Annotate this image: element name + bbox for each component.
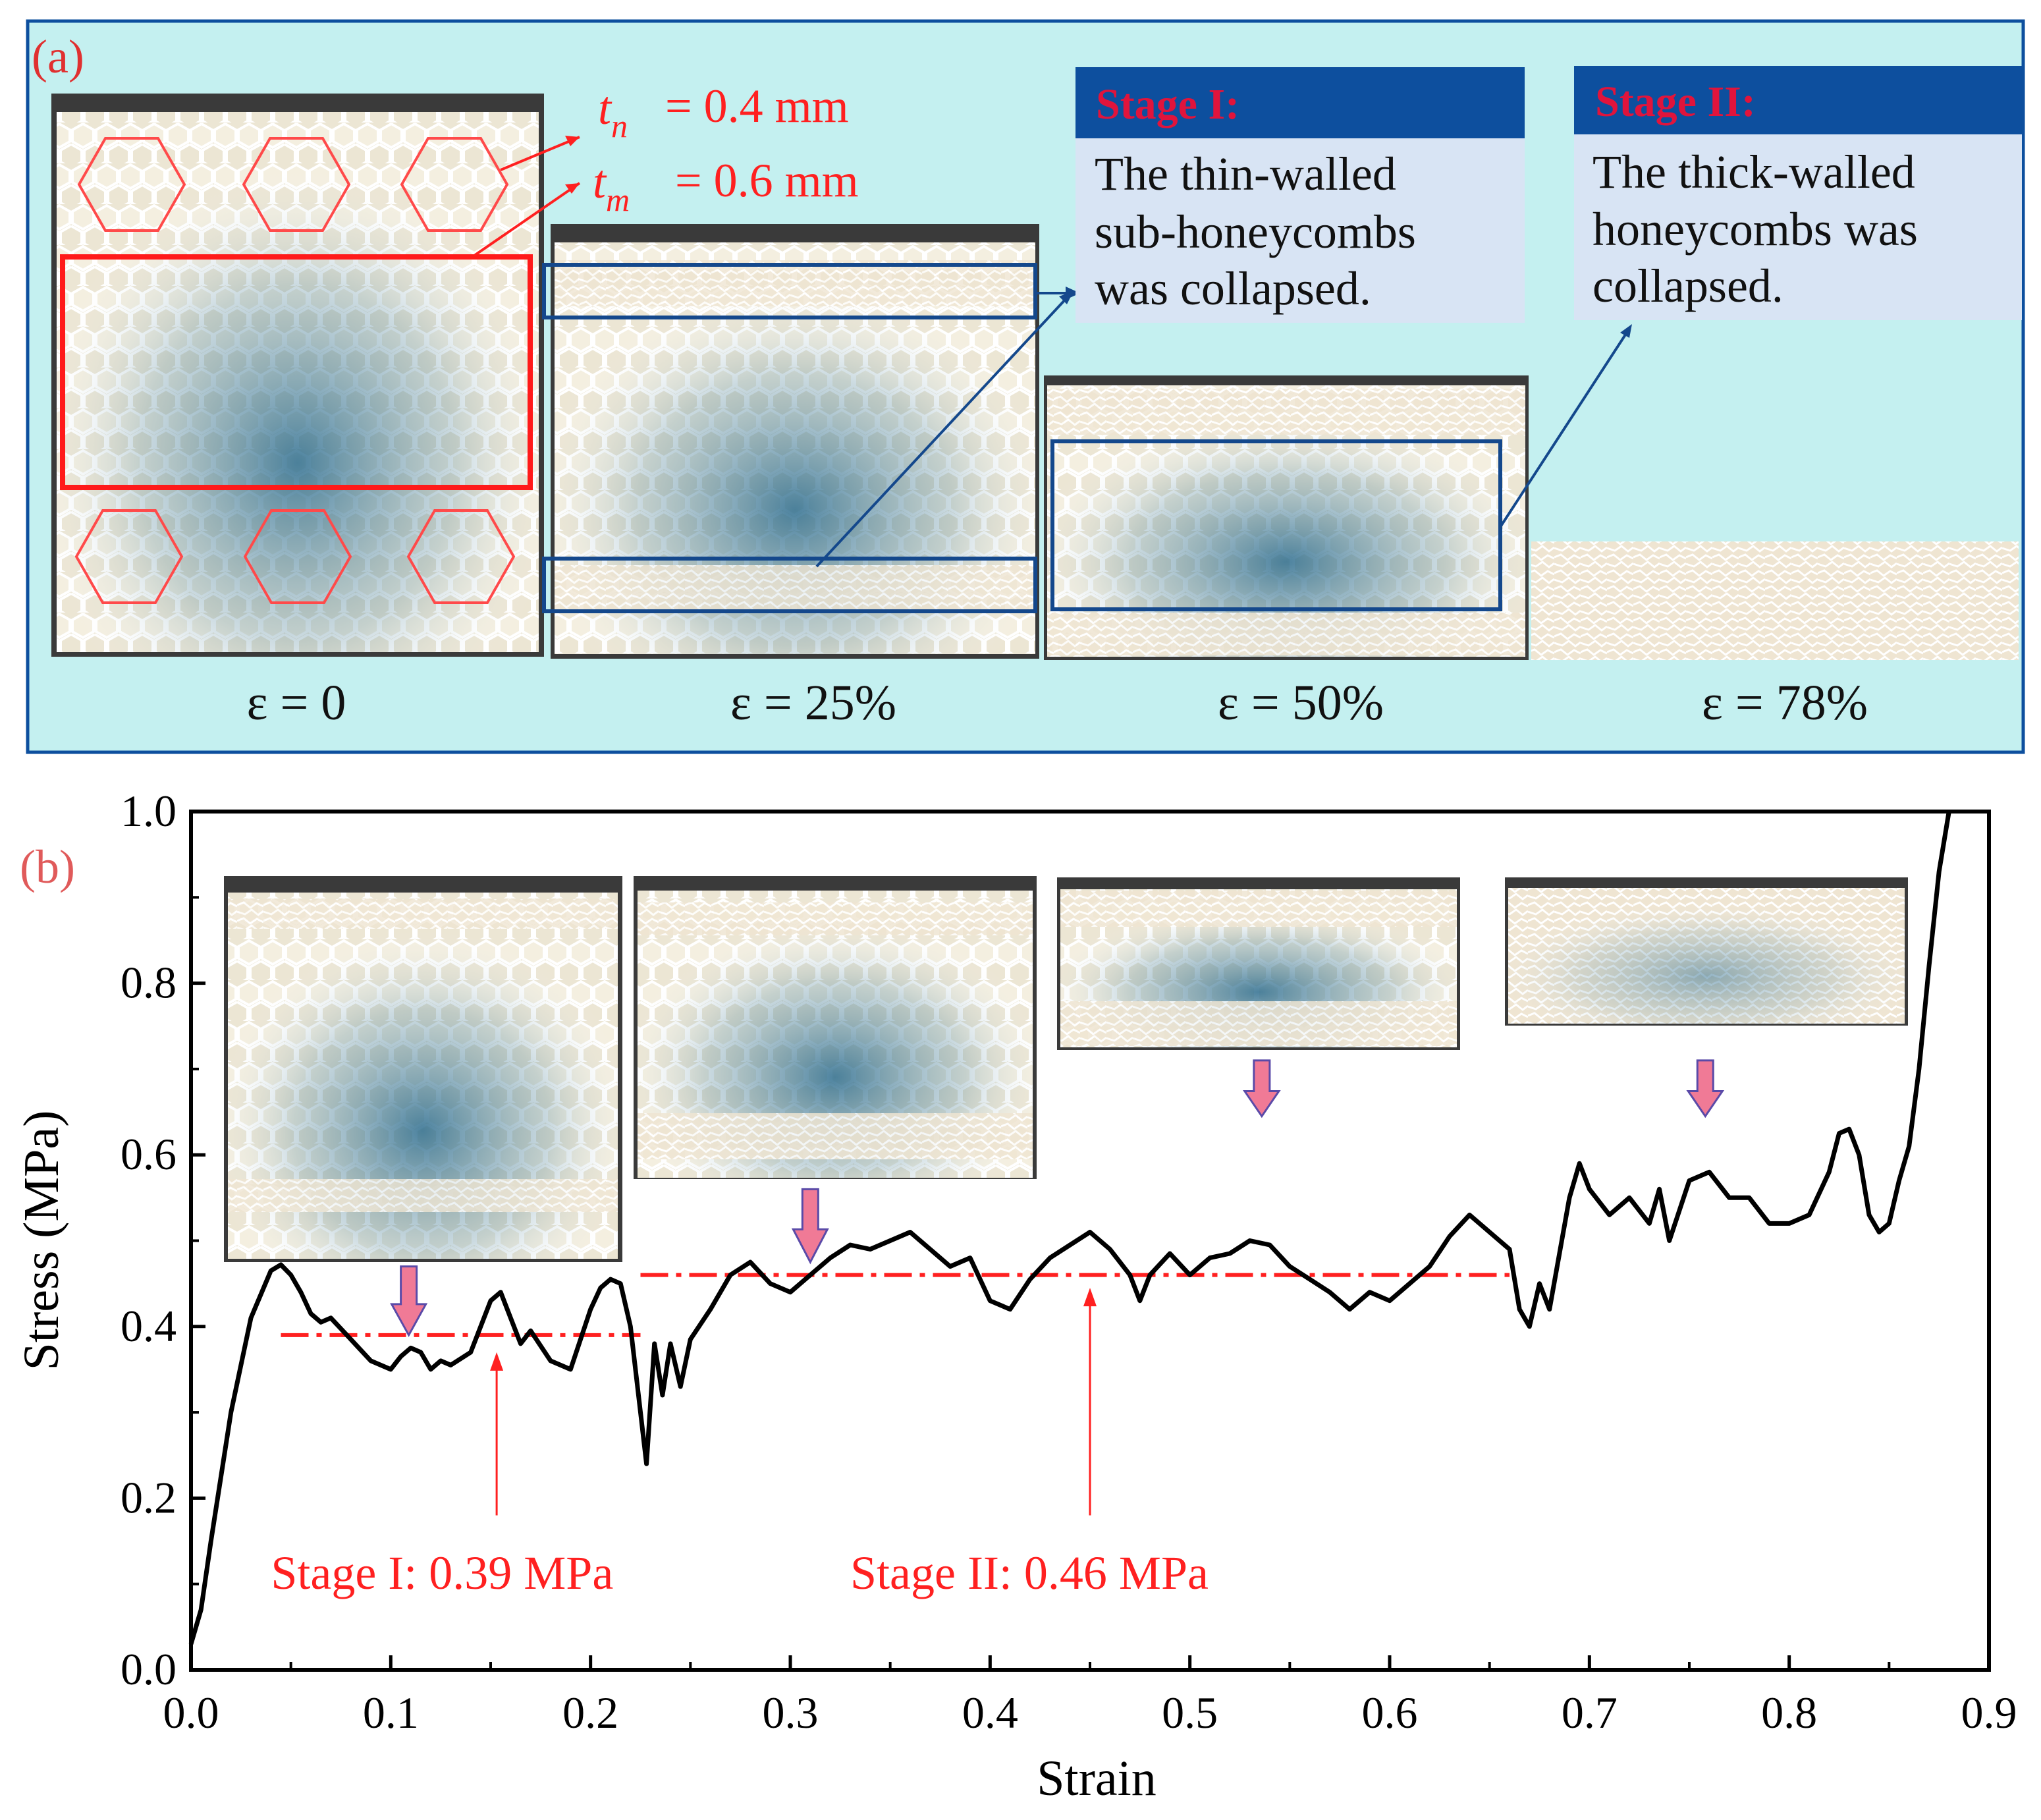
x-tick-label: 0.1 <box>363 1688 419 1738</box>
inset-pointer-arrow <box>390 1265 428 1337</box>
x-axis-ticks: 0.0 0.1 0.2 0.3 0.4 0.5 0.6 0.7 0.8 0.9 <box>163 1655 2017 1738</box>
stage-2-line: collapsed. <box>1592 260 1783 312</box>
strain-label: ε = 25% <box>730 675 896 731</box>
strain-label: ε = 0 <box>247 675 346 731</box>
stage-2-box: Stage II: The thick-walled honeycombs wa… <box>1574 66 2022 320</box>
tn-value: = 0.4 mm <box>665 80 849 132</box>
photo-strain-78 <box>1531 541 2019 660</box>
y-tick-label: 0.8 <box>121 958 177 1008</box>
x-tick-label: 0.8 <box>1761 1688 1817 1738</box>
panel-b: (b) 0.0 0.1 0.2 0.3 0.4 0.5 0.6 0.7 0.8 0.9 0.00.… <box>14 786 2017 1806</box>
annotation-arrow-head <box>1083 1288 1097 1307</box>
hexagon-marker <box>243 509 352 604</box>
y-tick-label: 0.2 <box>121 1472 177 1522</box>
hexagon-marker <box>400 137 509 232</box>
series-line <box>188 811 1951 1645</box>
stage-2-line: honeycombs was <box>1592 203 1918 256</box>
x-tick-label: 0.9 <box>1961 1688 2017 1738</box>
x-tick-label: 0.4 <box>962 1688 1018 1738</box>
inset-photo-4 <box>1505 877 1908 1026</box>
y-tick-label: 0.0 <box>121 1644 177 1694</box>
photo-strain-0 <box>51 94 544 657</box>
stage-1-box: Stage I: The thin-walled sub-honeycombs … <box>1075 67 1525 323</box>
annotation-label: Stage I: 0.39 MPa <box>271 1547 613 1599</box>
inset-pointer-arrow <box>1686 1059 1725 1118</box>
stage-2-line: The thick-walled <box>1592 146 1915 198</box>
x-tick-label: 0.5 <box>1162 1688 1218 1738</box>
chart-marks: Stage I: 0.39 MPa Stage II: 0.46 MPa <box>188 811 1951 1645</box>
inset-pointer-arrow <box>791 1188 829 1265</box>
collapse-region-box <box>542 557 1037 613</box>
x-tick-label: 0.0 <box>163 1688 219 1738</box>
tm-value: = 0.6 mm <box>675 154 859 207</box>
y-tick-label: 0.6 <box>121 1129 177 1179</box>
inset-photo-2 <box>634 876 1037 1179</box>
inset-photo-1 <box>224 876 622 1262</box>
y-axis-label: Stress (MPa) <box>14 1111 69 1371</box>
x-tick-label: 0.7 <box>1562 1688 1618 1738</box>
stage-1-line: was collapsed. <box>1095 262 1371 315</box>
stage-1-line: The thin-walled <box>1095 148 1396 200</box>
y-tick-label: 1.0 <box>121 786 177 836</box>
panel-a-label: (a) <box>32 30 84 83</box>
stage-1-line: sub-honeycombs <box>1095 206 1416 258</box>
strain-label: ε = 78% <box>1702 675 1868 731</box>
panel-a: (a) tn = 0.4 mm tm = 0.6 mm <box>26 19 2025 754</box>
y-tick-label: 0.4 <box>121 1301 177 1351</box>
strain-label: ε = 50% <box>1218 675 1384 731</box>
photo-strain-50 <box>1044 375 1529 660</box>
annotation-label: Stage II: 0.46 MPa <box>850 1547 1209 1599</box>
x-tick-label: 0.3 <box>763 1688 819 1738</box>
x-axis-label: Strain <box>1037 1751 1157 1806</box>
stage-1-title: Stage I: <box>1096 80 1239 128</box>
hexagon-marker <box>77 137 186 232</box>
inset-pointer-arrow <box>1243 1059 1281 1118</box>
hexagon-marker <box>406 509 516 604</box>
x-tick-label: 0.6 <box>1362 1688 1418 1738</box>
inset-photo-3 <box>1057 877 1460 1050</box>
hexagon-marker <box>242 137 351 232</box>
photo-strain-25 <box>542 224 1039 659</box>
panel-b-label: (b) <box>20 841 75 893</box>
stage-2-title: Stage II: <box>1595 78 1756 126</box>
x-tick-label: 0.2 <box>562 1688 618 1738</box>
stage-pointer-arrows <box>815 287 1632 568</box>
collapse-region-box <box>542 263 1037 319</box>
hexagon-marker <box>74 509 184 604</box>
y-axis-ticks: 0.0 0.2 0.4 0.6 0.8 1.0 <box>121 786 205 1694</box>
annotation-arrow-head <box>490 1352 504 1371</box>
chart-plot-area: 0.0 0.1 0.2 0.3 0.4 0.5 0.6 0.7 0.8 0.9 0.0 0.2 0.4… <box>121 786 2017 1738</box>
thick-wall-region-box <box>60 254 533 490</box>
